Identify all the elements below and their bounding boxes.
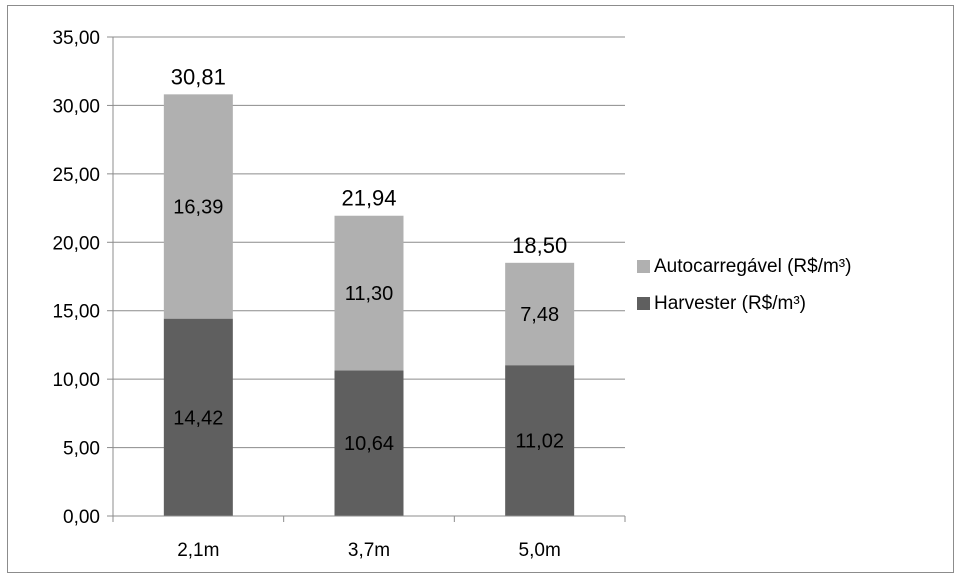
legend-label: Autocarregável (R$/m³): [654, 256, 851, 277]
y-tick-label: 15,00: [52, 302, 100, 323]
bars: 14,42 16,39 30,81 10,64 11,30 21,94 11,02 7,48 1…: [163, 64, 575, 516]
data-label: 16,39: [173, 196, 223, 218]
data-label: 7,48: [520, 304, 559, 326]
bar-autocarregavel: [505, 262, 575, 366]
legend-swatch: [637, 260, 650, 273]
legend-label: Harvester (R$/m³): [654, 293, 806, 314]
y-tick-label: 35,00: [52, 28, 100, 49]
bar-harvester: [163, 318, 233, 516]
data-label: 10,64: [344, 433, 394, 455]
y-tick-label: 30,00: [52, 96, 100, 117]
y-tick-label: 20,00: [52, 233, 100, 254]
total-label: 18,50: [512, 233, 567, 258]
bar-harvester: [334, 370, 404, 516]
x-tick-label: 3,7m: [348, 540, 390, 561]
total-label: 30,81: [171, 64, 226, 89]
y-tick-label: 0,00: [63, 507, 100, 528]
bar-autocarregavel: [163, 94, 233, 319]
y-tick-label: 25,00: [52, 165, 100, 186]
y-tick-label: 5,00: [63, 439, 100, 460]
x-tick-label: 5,0m: [519, 540, 561, 561]
x-tick-label: 2,1m: [177, 540, 219, 561]
bar-harvester: [505, 365, 575, 516]
legend-swatch: [637, 297, 650, 310]
bar-autocarregavel: [334, 215, 404, 371]
data-label: 11,30: [345, 283, 394, 305]
y-tick-label: 10,00: [52, 370, 100, 391]
data-label: 14,42: [173, 407, 223, 429]
data-label: 11,02: [515, 431, 564, 453]
x-axis: 2,1m 3,7m 5,0m: [112, 515, 626, 561]
total-label: 21,94: [341, 186, 396, 211]
legend: Autocarregável (R$/m³) Harvester (R$/m³): [637, 256, 851, 314]
y-axis-ticks: 0,00 5,00 10,00 15,00 20,00 25,00 30,00 35,00: [52, 28, 100, 528]
